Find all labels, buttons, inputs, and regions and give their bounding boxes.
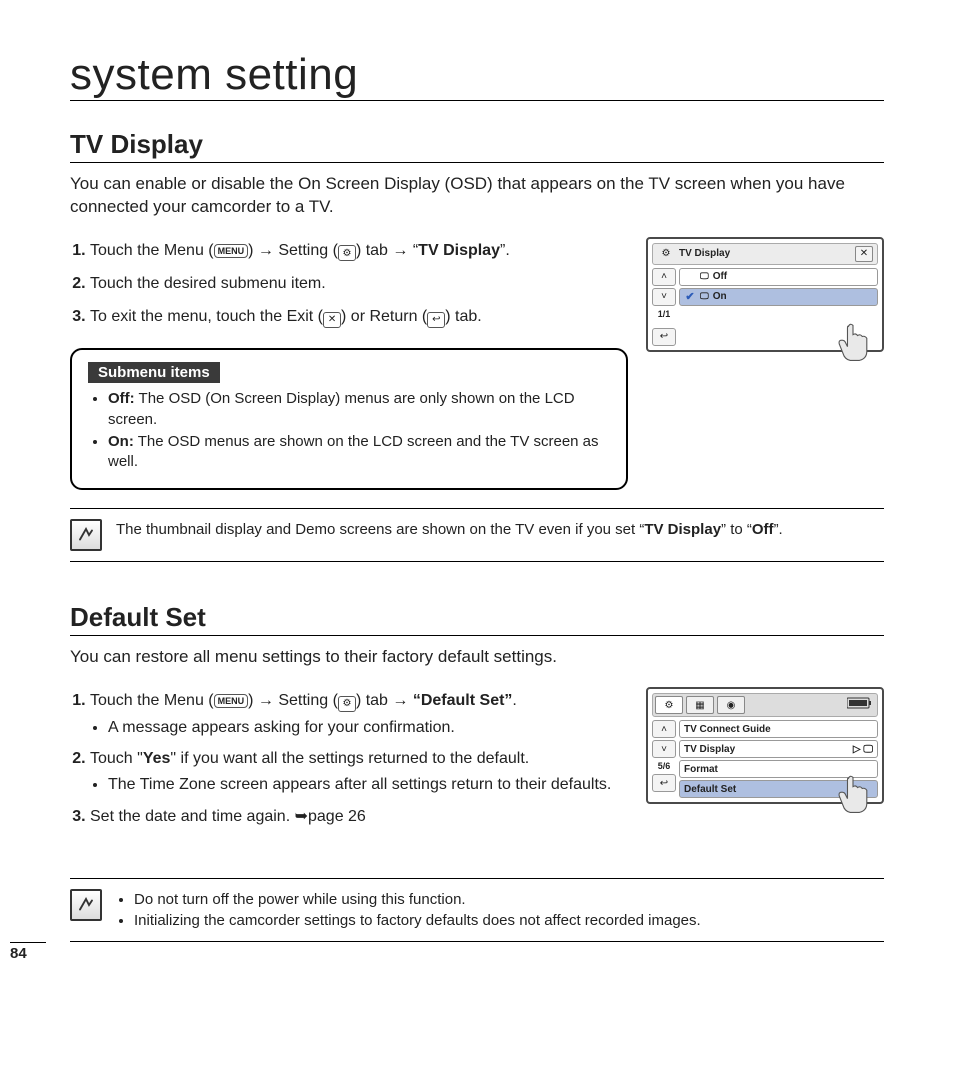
chevron-right-icon: ▷ 🖵 bbox=[853, 744, 873, 755]
option-label: TV Connect Guide bbox=[684, 724, 771, 735]
up-button[interactable]: ˄ bbox=[652, 720, 676, 738]
manual-page: system setting TV Display You can enable… bbox=[0, 0, 954, 982]
check-icon: ✔ bbox=[684, 290, 696, 303]
return-icon: ↩ bbox=[427, 312, 445, 328]
submenu-label: Submenu items bbox=[88, 362, 220, 383]
option-on[interactable]: ✔ 🖵 On bbox=[679, 288, 878, 306]
text: ) tab → bbox=[356, 692, 413, 709]
note-text: The thumbnail display and Demo screens a… bbox=[116, 519, 783, 540]
text-bold: TV Display bbox=[418, 242, 500, 259]
return-button[interactable]: ↩ bbox=[652, 328, 676, 346]
page-indicator: 5/6 bbox=[652, 760, 676, 772]
text: ) tab. bbox=[445, 308, 481, 325]
step-3: To exit the menu, touch the Exit (✕) or … bbox=[90, 303, 628, 330]
text: ) → Setting ( bbox=[248, 692, 338, 709]
label: Off: bbox=[108, 390, 135, 407]
screen-tabs: ⚙ ▦ ◉ bbox=[652, 693, 878, 717]
screen-header: ⚙ TV Display ✕ bbox=[652, 243, 878, 265]
down-button[interactable]: ˅ bbox=[652, 740, 676, 758]
return-button[interactable]: ↩ bbox=[652, 774, 676, 792]
page-title: system setting bbox=[70, 50, 884, 101]
gear-icon: ⚙ bbox=[657, 247, 675, 261]
text: Touch the Menu ( bbox=[90, 242, 214, 259]
tv-display-screen-mock: ⚙ TV Display ✕ ˄ ˅ 1/1 ↩ 🖵 Off ✔ 🖵 On bbox=[646, 237, 884, 352]
tv-display-row: Touch the Menu (MENU) → Setting (⚙) tab … bbox=[70, 237, 884, 509]
option-tv-connect-guide[interactable]: TV Connect Guide bbox=[679, 720, 878, 738]
text: To exit the menu, touch the Exit ( bbox=[90, 308, 323, 325]
submenu-items-box: Submenu items Off: The OSD (On Screen Di… bbox=[70, 348, 628, 490]
text: Set the date and time again. ➥page bbox=[90, 808, 348, 825]
label: On: bbox=[108, 433, 134, 450]
up-button[interactable]: ˄ bbox=[652, 268, 676, 286]
close-icon: ✕ bbox=[323, 312, 341, 328]
text-bold: “Default Set” bbox=[413, 692, 513, 709]
step-2: Touch the desired submenu item. bbox=[90, 270, 628, 297]
note-text: Do not turn off the power while using th… bbox=[116, 889, 701, 931]
note-icon bbox=[70, 519, 102, 551]
note-line-1: Do not turn off the power while using th… bbox=[134, 889, 701, 910]
section-tv-display-title: TV Display bbox=[70, 129, 884, 163]
step-1: Touch the Menu (MENU) → Setting (⚙) tab … bbox=[90, 687, 628, 739]
option-default-set[interactable]: Default Set bbox=[679, 780, 878, 798]
default-set-screen-mock: ⚙ ▦ ◉ ˄ ˅ 5/6 ↩ TV Conn bbox=[646, 687, 884, 804]
text: The OSD menus are shown on the LCD scree… bbox=[108, 433, 599, 470]
page-indicator: 1/1 bbox=[652, 308, 676, 320]
tab-play[interactable]: ▦ bbox=[686, 696, 714, 714]
menu-icon: MENU bbox=[214, 244, 249, 258]
default-set-note: Do not turn off the power while using th… bbox=[70, 878, 884, 942]
tv-icon: 🖵 bbox=[700, 271, 709, 282]
option-label: Format bbox=[684, 764, 718, 775]
text: Touch " bbox=[90, 750, 143, 767]
down-button[interactable]: ˅ bbox=[652, 288, 676, 306]
text-bold: Off bbox=[752, 521, 774, 538]
text: The thumbnail display and Demo screens a… bbox=[116, 521, 644, 538]
tv-icon: 🖵 bbox=[700, 291, 709, 302]
text: ) → Setting ( bbox=[248, 242, 338, 259]
text: ”. bbox=[774, 521, 783, 538]
tv-display-intro: You can enable or disable the On Screen … bbox=[70, 173, 884, 219]
step-3: Set the date and time again. ➥page 26 bbox=[90, 803, 628, 830]
tab-settings[interactable]: ◉ bbox=[717, 696, 745, 714]
default-set-steps: Touch the Menu (MENU) → Setting (⚙) tab … bbox=[70, 687, 628, 829]
text-bold: TV Display bbox=[644, 521, 721, 538]
option-label: Default Set bbox=[684, 784, 736, 795]
text: The OSD (On Screen Display) menus are on… bbox=[108, 390, 575, 427]
step-1: Touch the Menu (MENU) → Setting (⚙) tab … bbox=[90, 237, 628, 264]
step-2-sub: The Time Zone screen appears after all s… bbox=[108, 774, 628, 796]
battery-icon bbox=[845, 696, 875, 710]
option-off[interactable]: 🖵 Off bbox=[679, 268, 878, 286]
gear-icon: ⚙ bbox=[338, 245, 356, 261]
close-icon[interactable]: ✕ bbox=[855, 246, 873, 262]
tv-display-note: The thumbnail display and Demo screens a… bbox=[70, 508, 884, 562]
gear-icon: ⚙ bbox=[338, 696, 356, 712]
option-label: On bbox=[713, 291, 727, 302]
tv-display-steps: Touch the Menu (MENU) → Setting (⚙) tab … bbox=[70, 237, 628, 331]
text: Touch the Menu ( bbox=[90, 692, 214, 709]
section-default-set-title: Default Set bbox=[70, 602, 884, 636]
submenu-off: Off: The OSD (On Screen Display) menus a… bbox=[108, 389, 610, 430]
default-set-intro: You can restore all menu settings to the… bbox=[70, 646, 884, 669]
default-set-row: Touch the Menu (MENU) → Setting (⚙) tab … bbox=[70, 687, 884, 847]
text: ”. bbox=[500, 242, 510, 259]
tab-gear[interactable]: ⚙ bbox=[655, 696, 683, 714]
page-number: 84 bbox=[10, 942, 46, 962]
text: . bbox=[512, 692, 516, 709]
text-bold: Yes bbox=[143, 750, 171, 767]
note-icon bbox=[70, 889, 102, 921]
option-format[interactable]: Format bbox=[679, 760, 878, 778]
text: ” to “ bbox=[721, 521, 752, 538]
text: " if you want all the settings returned … bbox=[170, 750, 529, 767]
option-label: Off bbox=[713, 271, 727, 282]
option-label: TV Display bbox=[684, 744, 735, 755]
menu-icon: MENU bbox=[214, 694, 249, 708]
step-1-sub: A message appears asking for your confir… bbox=[108, 717, 628, 739]
submenu-on: On: The OSD menus are shown on the LCD s… bbox=[108, 432, 610, 473]
option-tv-display[interactable]: TV Display ▷ 🖵 bbox=[679, 740, 878, 758]
note-line-2: Initializing the camcorder settings to f… bbox=[134, 910, 701, 931]
page-ref: 26 bbox=[348, 808, 366, 825]
text: ) or Return ( bbox=[341, 308, 427, 325]
screen-title: TV Display bbox=[679, 248, 851, 259]
text: ) tab → “ bbox=[356, 242, 418, 259]
step-2: Touch "Yes" if you want all the settings… bbox=[90, 745, 628, 797]
